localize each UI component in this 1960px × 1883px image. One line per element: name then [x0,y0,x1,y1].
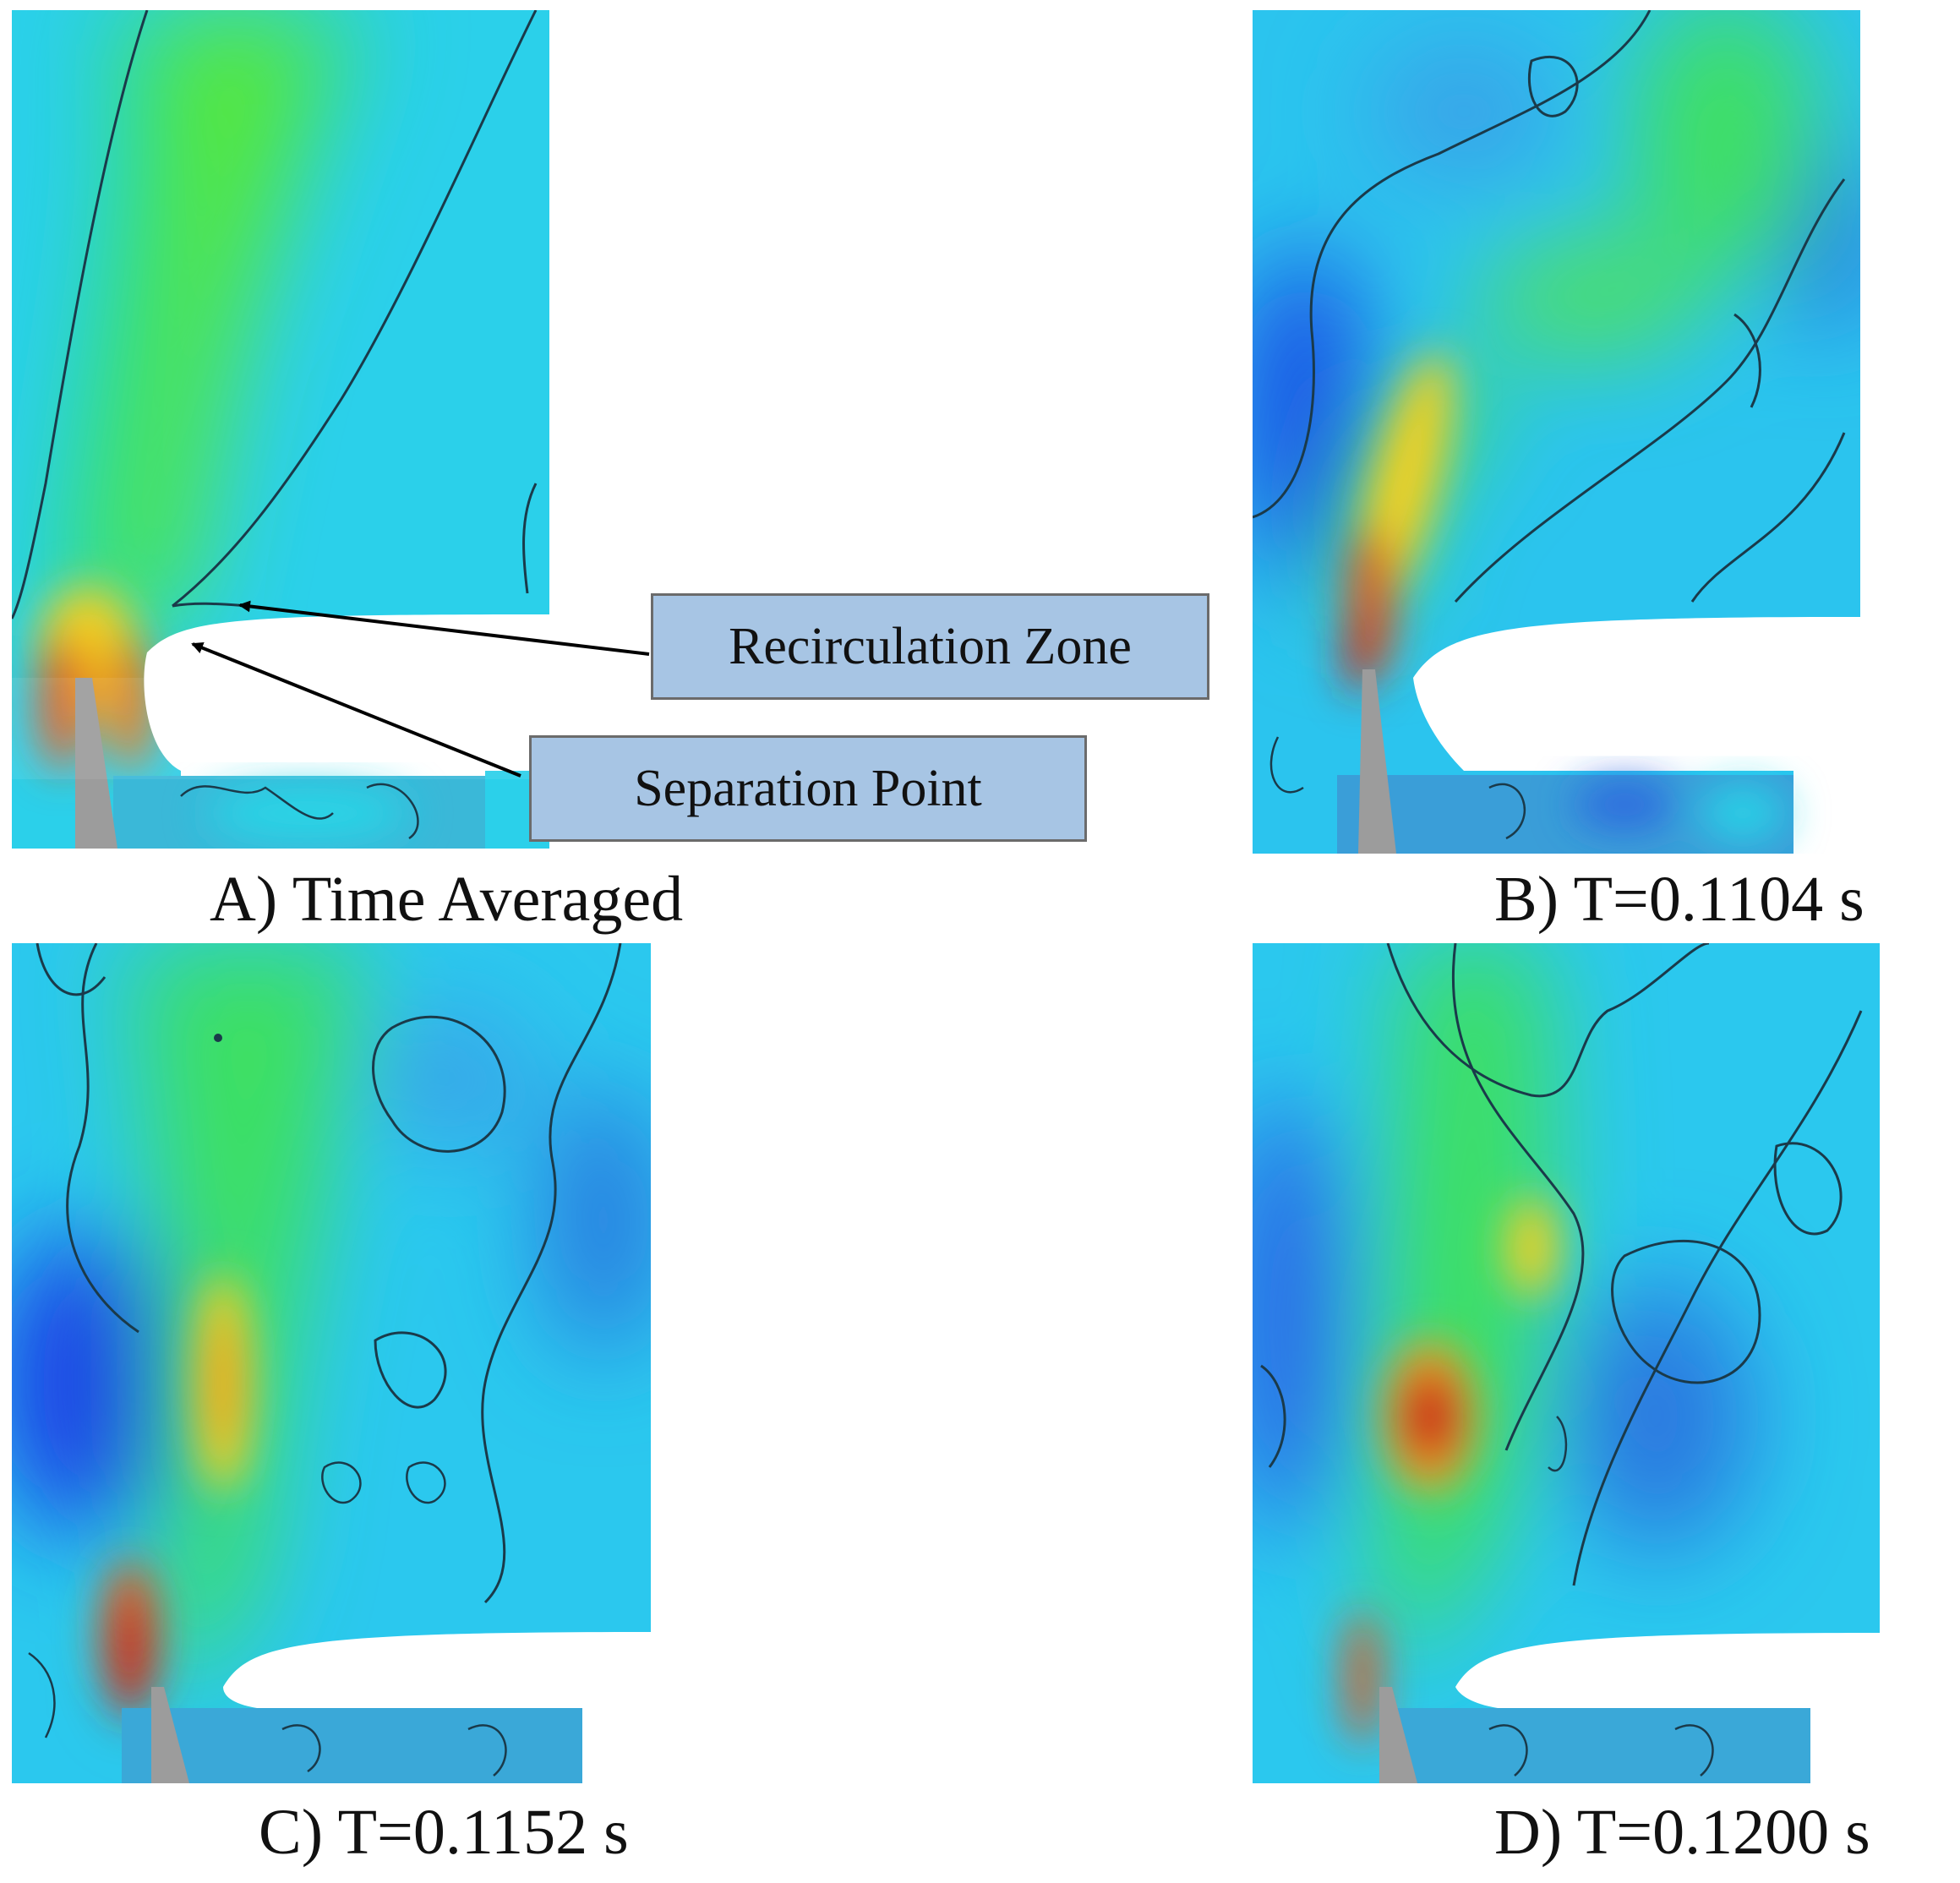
caption-d: D) T=0.1200 s [1494,1797,1870,1868]
recirculation-arrow [238,600,650,656]
panel-b-contour [1253,10,1860,854]
caption-a: A) Time Averaged [210,864,684,935]
caption-c: C) T=0.1152 s [259,1797,629,1868]
recirculation-zone-callout: Recirculation Zone [651,593,1209,700]
separation-point-callout: Separation Point [529,735,1087,842]
caption-b: B) T=0.1104 s [1494,864,1864,935]
panel-a-contour [12,10,549,849]
separation-arrow [191,641,521,778]
panel-c-contour [12,943,651,1783]
panel-d-contour [1253,943,1880,1783]
